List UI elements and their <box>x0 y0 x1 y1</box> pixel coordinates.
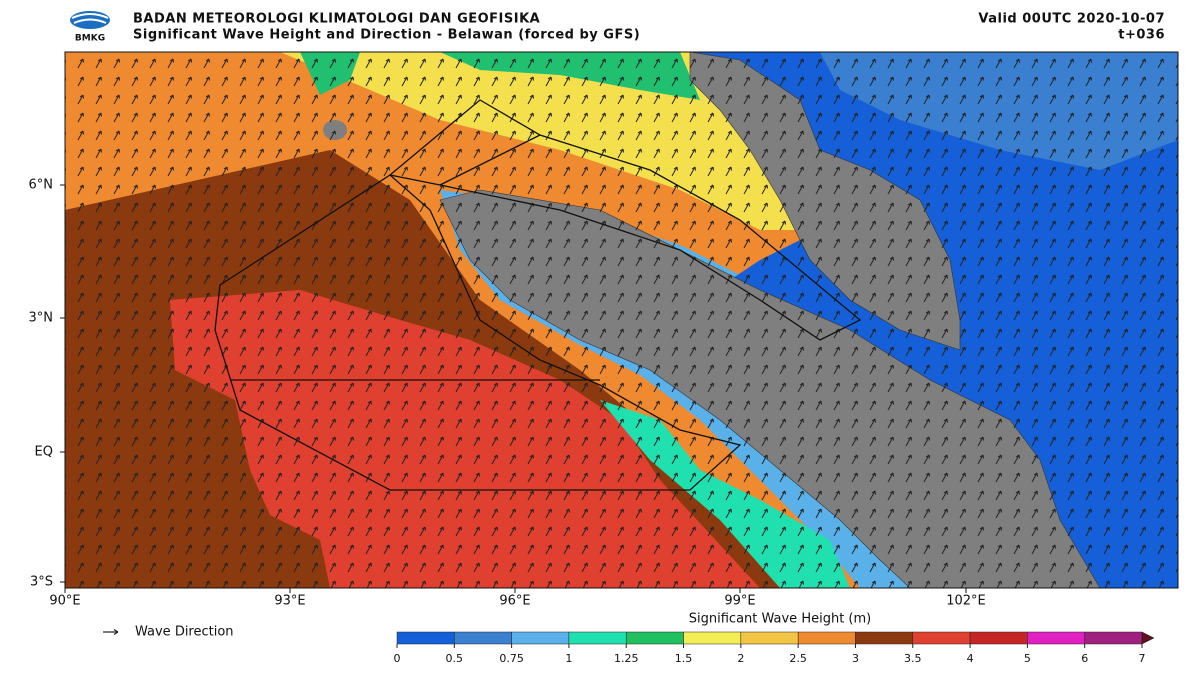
colorbar-tick-label: 0.5 <box>446 652 464 665</box>
colorbar-tick-label: 0 <box>394 652 401 665</box>
colorbar-tick-label: 7 <box>1139 652 1146 665</box>
map-subtitle: Significant Wave Height and Direction - … <box>133 28 640 43</box>
colorbar-segment <box>969 631 1028 645</box>
y-tick-label: 3°S <box>30 575 53 590</box>
colorbar-tick-label: 2.5 <box>789 652 807 665</box>
colorbar-tick-label: 3 <box>852 652 859 665</box>
logo: BMKG <box>70 11 110 44</box>
colorbar-segment <box>912 631 971 645</box>
map-area <box>65 52 1178 588</box>
x-tick-label: 96°E <box>499 594 530 609</box>
colorbar-tick-label: 1.5 <box>675 652 693 665</box>
colorbar-segment <box>683 631 742 645</box>
x-tick-label: 93°E <box>274 594 305 609</box>
colorbar-tick-label: 2 <box>737 652 744 665</box>
colorbar-segment <box>1027 631 1085 645</box>
colorbar-title: Significant Wave Height (m) <box>689 612 871 627</box>
map-frame <box>64 51 1179 589</box>
colorbar-segment <box>740 631 799 645</box>
x-tick-label: 90°E <box>49 594 80 609</box>
colorbar-segment <box>511 631 570 645</box>
x-tick-label: 102°E <box>946 594 986 609</box>
colorbar-tick-label: 1 <box>565 652 572 665</box>
wave-direction-arrows <box>65 52 1178 588</box>
colorbar-segment <box>855 631 914 645</box>
logo-text: BMKG <box>75 34 105 44</box>
colorbar: 0 0.5 0.75 1 1.25 1.5 2 2.5 3 3.5 4 5 6 7 <box>394 631 1155 665</box>
axes: 90°E 93°E 96°E 99°E 102°E 6°N 3°N EQ 3°S <box>29 178 986 609</box>
y-tick-label: EQ <box>35 445 53 460</box>
valid-time: Valid 00UTC 2020-10-07 <box>978 12 1165 27</box>
legend-arrow-head <box>113 628 119 636</box>
lead-time: t+036 <box>1118 28 1165 43</box>
agency-title: BADAN METEOROLOGI KLIMATOLOGI DAN GEOFIS… <box>133 12 540 27</box>
colorbar-tick-label: 3.5 <box>904 652 922 665</box>
y-tick-label: 6°N <box>29 178 54 193</box>
zone-boundaries <box>214 99 862 491</box>
colorbar-extend <box>1141 631 1155 645</box>
y-tick-label: 3°N <box>29 311 54 326</box>
colorbar-segment <box>568 631 627 645</box>
x-tick-label: 99°E <box>724 594 755 609</box>
colorbar-segment <box>625 631 684 645</box>
colorbar-tick-label: 5 <box>1024 652 1031 665</box>
colorbar-tick-label: 1.25 <box>614 652 639 665</box>
legend-label: Wave Direction <box>135 625 234 640</box>
colorbar-segment <box>797 631 856 645</box>
colorbar-tick-label: 0.75 <box>499 652 524 665</box>
colorbar-segment <box>396 631 455 645</box>
colorbar-segment <box>454 631 512 645</box>
colorbar-segment <box>1084 631 1143 645</box>
colorbar-tick-label: 6 <box>1081 652 1088 665</box>
colorbar-tick-label: 4 <box>967 652 974 665</box>
